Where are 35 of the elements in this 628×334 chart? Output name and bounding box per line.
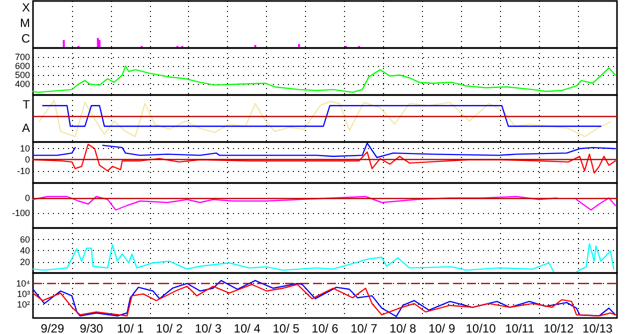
y-tick-label: 400 <box>14 79 30 90</box>
y-tick-label: 600 <box>14 61 30 72</box>
y-tick-label: 60 <box>20 234 30 244</box>
y-tick-label: 0 <box>24 154 30 165</box>
y-tick-label: 10³ <box>16 288 30 299</box>
x-tick-label: 10/ 1 <box>116 322 144 334</box>
y-tick-label: 10 <box>20 144 30 154</box>
x-tick-label: 9/30 <box>80 322 104 334</box>
y-tick-label: 20 <box>20 256 30 267</box>
y-tick-label: 40 <box>20 246 30 256</box>
y-tick-label: -100 <box>12 208 30 218</box>
text: X <box>22 0 30 14</box>
x-tick-label: 10/ 4 <box>234 322 261 334</box>
x-tick-label: 10/ 2 <box>156 322 183 334</box>
text: M <box>20 16 30 30</box>
y-tick-label: 10⁴ <box>16 278 30 288</box>
y-tick-label: 500 <box>14 70 30 80</box>
x-tick-label: 10/ 3 <box>194 322 222 334</box>
x-tick-label: 10/10 <box>466 322 496 334</box>
x-tick-label: 10/ 9 <box>428 322 456 334</box>
text: C <box>21 32 30 46</box>
x-tick-label: 10/ 5 <box>272 322 300 334</box>
text: T <box>22 97 31 112</box>
x-tick-label: 10/ 7 <box>350 322 378 334</box>
x-tick-label: 10/12 <box>544 322 574 334</box>
x-tick-label: 10/ 6 <box>312 322 339 334</box>
text: A <box>22 120 30 135</box>
x-tick-label: 10/ 8 <box>390 322 417 334</box>
x-tick-label: 10/11 <box>505 322 535 334</box>
y-tick-label: -10 <box>16 166 30 176</box>
y-tick-label: 10² <box>16 299 30 310</box>
y-tick-label: 700 <box>14 52 30 62</box>
y-tick-label: 0 <box>24 193 30 203</box>
x-tick-label: 9/29 <box>40 322 64 334</box>
x-tick-label: 10/13 <box>582 322 613 334</box>
